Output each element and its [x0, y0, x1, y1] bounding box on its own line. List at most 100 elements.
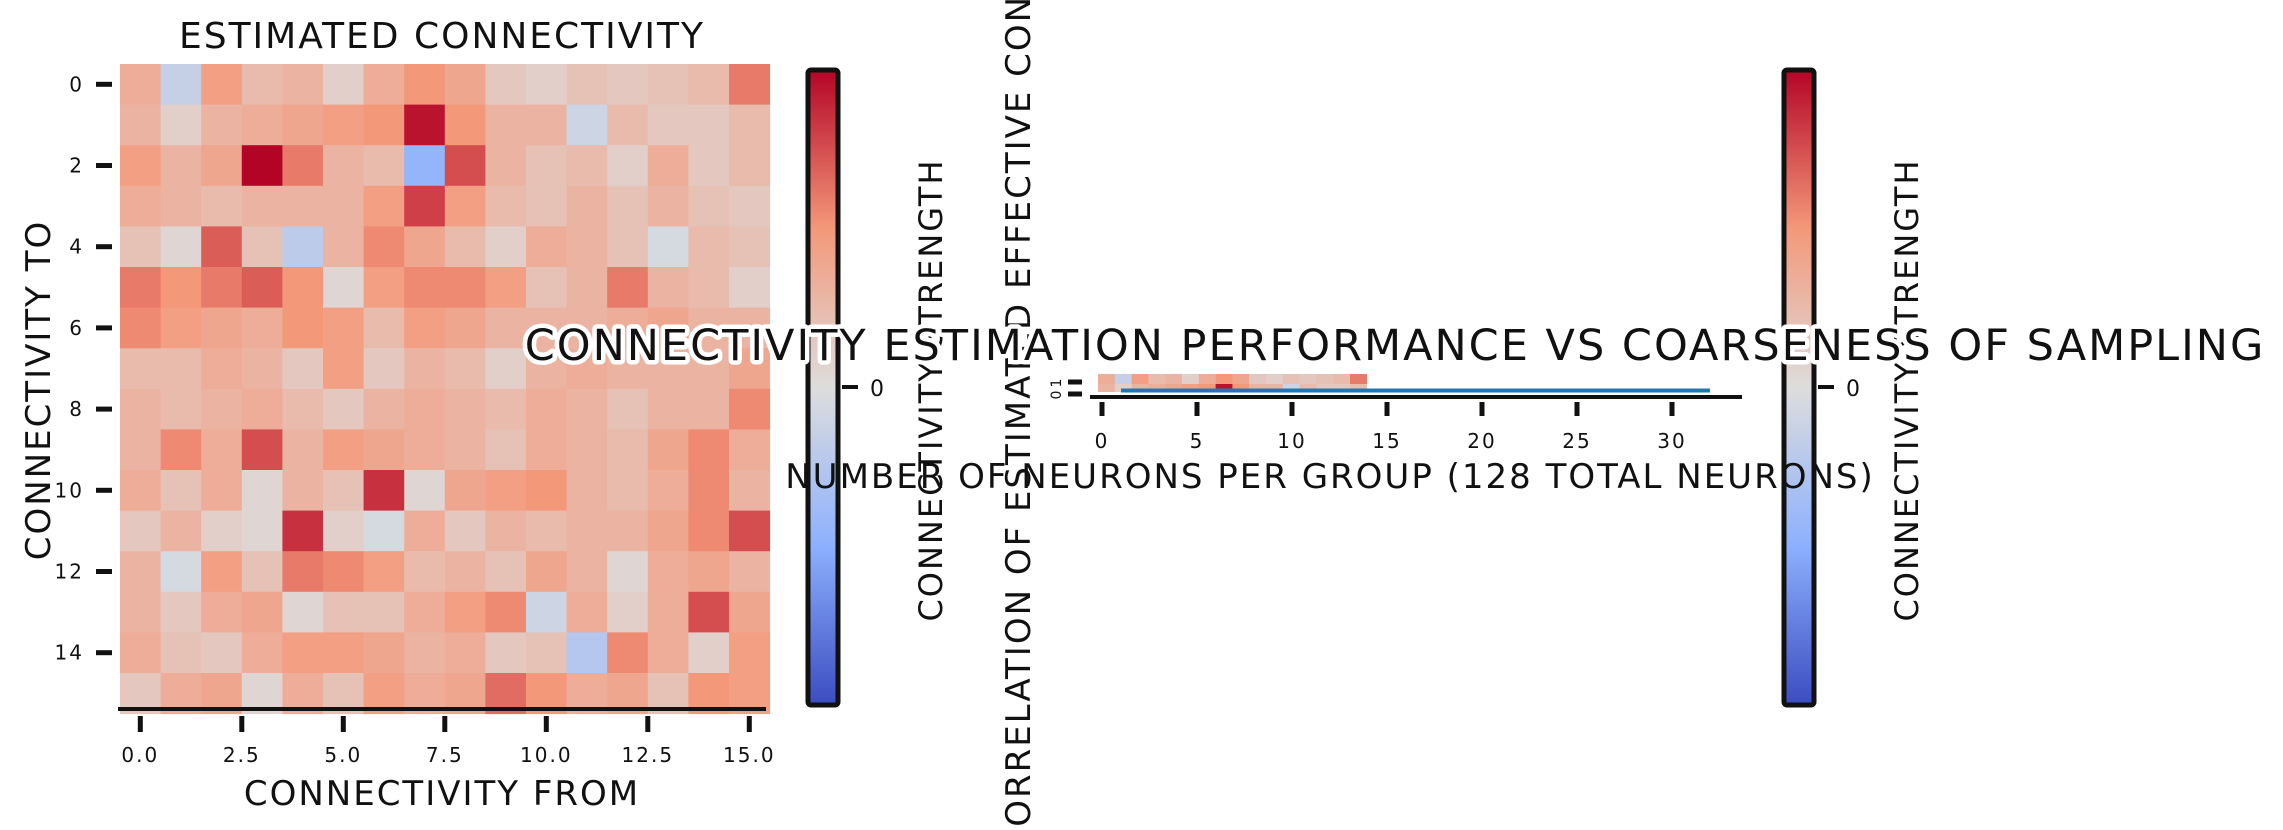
heatmap-cell: [688, 429, 730, 471]
heatmap-cell: [566, 307, 608, 349]
heatmap-title: ESTIMATED CONNECTIVITY: [179, 16, 705, 57]
heatmap-cell: [363, 591, 405, 633]
heatmap-cell: [526, 348, 568, 390]
line-y-tick-label: 0: [1049, 389, 1065, 400]
heatmap-cell: [363, 226, 405, 268]
heatmap-cell: [526, 185, 568, 227]
colorbar-right-zero-label: 0: [1846, 377, 1862, 402]
heatmap-cell: [647, 510, 689, 552]
heatmap-cell: [647, 429, 689, 471]
heatmap-cell: [404, 64, 446, 106]
heatmap-cell: [363, 632, 405, 674]
heatmap-x-tick-label: 5.0: [324, 743, 362, 767]
heatmap-cell: [729, 348, 771, 390]
heatmap-cell: [485, 632, 527, 674]
heatmap-cell: [363, 104, 405, 146]
heatmap-cell: [323, 145, 365, 187]
line-x-tick-label: 25: [1562, 429, 1591, 453]
heatmap-cell: [160, 510, 202, 552]
heatmap-cell: [647, 64, 689, 106]
heatmap-cell: [485, 104, 527, 146]
heatmap-cell: [607, 145, 649, 187]
heatmap-cell: [120, 267, 162, 309]
heatmap-cell: [485, 429, 527, 471]
heatmap-cell: [160, 104, 202, 146]
heatmap-cell: [444, 104, 486, 146]
heatmap-cell: [729, 510, 771, 552]
heatmap-cell: [688, 185, 730, 227]
colorbar-left-label: CONNECTIVITY STRENGTH: [912, 158, 950, 621]
heatmap-cell: [282, 145, 324, 187]
heatmap-cell: [363, 348, 405, 390]
heatmap-cell: [160, 185, 202, 227]
heatmap-cell: [444, 145, 486, 187]
heatmap-cell: [323, 551, 365, 593]
heatmap-cell: [201, 226, 243, 268]
heatmap-cell: [241, 185, 283, 227]
heatmap-cell: [282, 470, 324, 512]
line-y-tick-label: 1: [1049, 377, 1065, 388]
heatmap-cell: [120, 104, 162, 146]
heatmap-cell: [444, 307, 486, 349]
heatmap-cell: [323, 267, 365, 309]
heatmap-cell: [607, 388, 649, 430]
heatmap-cell: [444, 388, 486, 430]
heatmap-cell: [241, 267, 283, 309]
heatmap-cell: [241, 632, 283, 674]
heatmap-cell: [323, 510, 365, 552]
heatmap-y-ticks: 0 2 4 6 8 10 12 14: [55, 72, 112, 665]
heatmap-cell: [201, 348, 243, 390]
mini-heatmap-cell: [1299, 374, 1317, 384]
heatmap-cell: [607, 591, 649, 633]
heatmap-cell: [241, 145, 283, 187]
heatmap-cell: [729, 64, 771, 106]
mini-heatmap-cell: [1266, 374, 1283, 384]
heatmap-cell: [241, 307, 283, 349]
heatmap-x-tick-label: 12.5: [622, 743, 675, 767]
heatmap-cell: [323, 104, 365, 146]
heatmap-y-tick-label: 12: [55, 560, 84, 584]
mini-heatmap-cell: [1232, 384, 1250, 392]
heatmap-cell: [647, 551, 689, 593]
heatmap-cell: [444, 267, 486, 309]
mini-heatmap-cell: [1316, 374, 1334, 384]
heatmap-cell: [160, 145, 202, 187]
heatmap-cell: [485, 510, 527, 552]
mini-heatmap-cell: [1249, 384, 1267, 392]
heatmap-cell: [241, 510, 283, 552]
line-x-tick-label: 0: [1095, 429, 1110, 453]
heatmap-y-tick-label: 10: [55, 478, 84, 502]
heatmap-cell: [526, 145, 568, 187]
heatmap-cell: [120, 470, 162, 512]
heatmap-cell: [647, 632, 689, 674]
heatmap-cell: [566, 64, 608, 106]
heatmap-cell: [607, 307, 649, 349]
mini-heatmap-cell: [1148, 374, 1166, 384]
heatmap-cell: [688, 388, 730, 430]
line-x-tick-label: 20: [1467, 429, 1496, 453]
heatmap-y-tick-label: 14: [55, 641, 84, 665]
heatmap-cell: [404, 185, 446, 227]
heatmap-cell: [444, 470, 486, 512]
heatmap-cell: [282, 307, 324, 349]
heatmap-cell: [647, 470, 689, 512]
heatmap-cell: [404, 510, 446, 552]
heatmap-cell: [160, 267, 202, 309]
heatmap-cell: [120, 226, 162, 268]
heatmap-cell: [120, 429, 162, 471]
heatmap-cell: [363, 267, 405, 309]
heatmap-cell: [647, 307, 689, 349]
heatmap-cell: [729, 551, 771, 593]
heatmap-cell: [282, 64, 324, 106]
heatmap-cell: [282, 429, 324, 471]
heatmap-cell: [363, 145, 405, 187]
line-x-ticks: 0 5 10 15 20 25 30: [1095, 402, 1685, 453]
mini-heatmap-cell: [1182, 374, 1199, 384]
heatmap-cell: [241, 348, 283, 390]
line-x-tick-label: 10: [1277, 429, 1306, 453]
heatmap-cell: [526, 388, 568, 430]
heatmap-cell: [566, 226, 608, 268]
heatmap-cell: [526, 551, 568, 593]
heatmap-cell: [363, 64, 405, 106]
heatmap-cell: [566, 429, 608, 471]
